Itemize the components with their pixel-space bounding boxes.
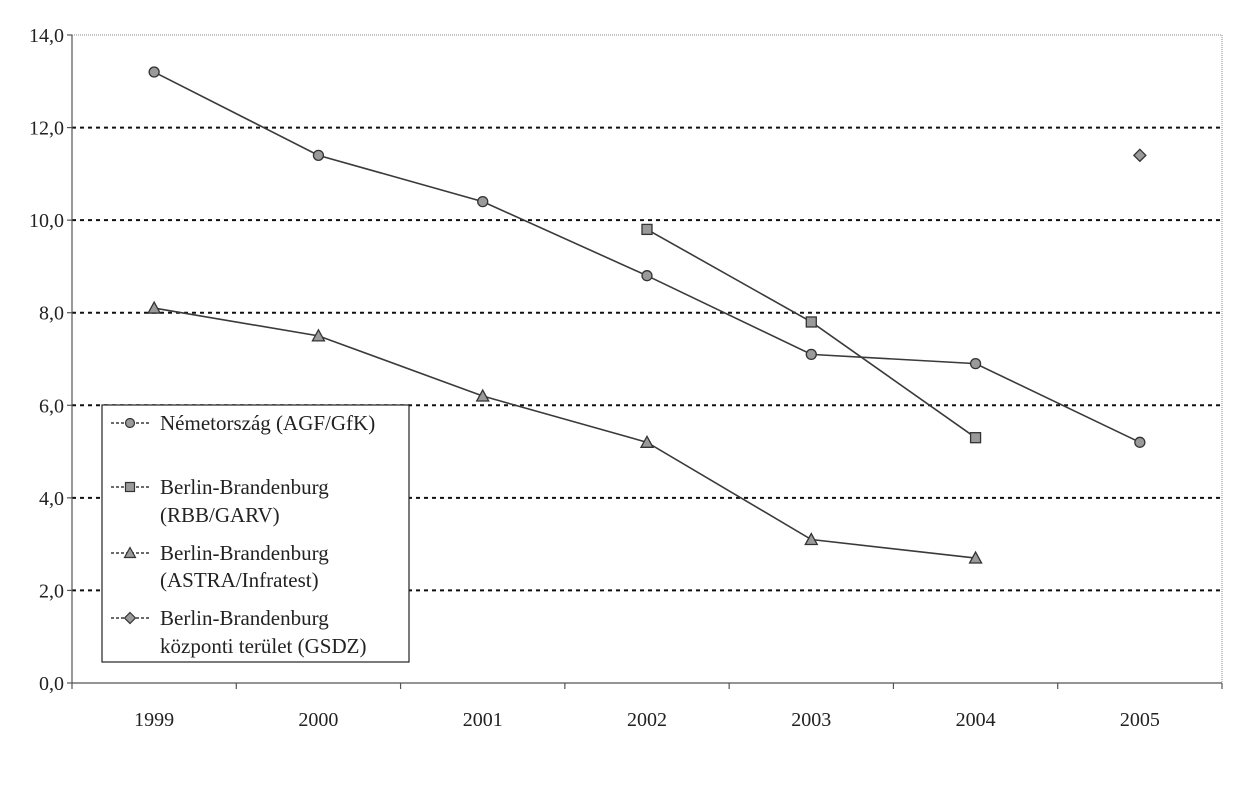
y-tick-label: 8,0	[39, 303, 64, 325]
series-2	[641, 223, 982, 444]
data-point-diamond	[1132, 148, 1147, 163]
x-tick-label: 2002	[627, 709, 667, 731]
legend-label-line2: (ASTRA/Infratest)	[160, 568, 319, 592]
x-tick-label: 2004	[956, 709, 996, 731]
data-point-triangle	[968, 550, 983, 564]
series-3	[147, 300, 983, 564]
data-point-circle	[641, 270, 653, 282]
legend: Németország (AGF/GfK) Berlin-Brandenburg…	[101, 404, 410, 663]
data-point-square	[969, 432, 982, 444]
series-layer	[147, 66, 1147, 564]
data-point-circle	[312, 149, 325, 161]
legend-label: Berlin-Brandenburg	[160, 606, 329, 630]
series-line	[154, 307, 976, 559]
legend-label-line2: (RBB/GARV)	[160, 503, 280, 527]
y-tick-label: 6,0	[39, 395, 64, 417]
data-point-circle	[477, 195, 489, 208]
x-tick-label: 2005	[1120, 709, 1160, 731]
data-point-triangle	[639, 434, 655, 448]
legend-label: Berlin-Brandenburg	[160, 475, 329, 499]
legend-box	[101, 404, 410, 663]
data-point-triangle	[475, 388, 490, 402]
data-point-square	[641, 223, 653, 236]
y-tick-label: 12,0	[29, 118, 64, 140]
legend-label: Berlin-Brandenburg	[160, 541, 329, 565]
legend-label-line2: központi terület (GSDZ)	[160, 634, 366, 658]
legend-entry-rbb-garv: Berlin-Brandenburg (RBB/GARV)	[111, 475, 329, 527]
legend-triangle-marker	[123, 546, 137, 559]
series-line	[646, 228, 977, 439]
y-tick-label: 4,0	[39, 488, 64, 510]
x-tick-label: 2003	[791, 709, 831, 731]
legend-square-marker	[124, 481, 136, 493]
data-point-circle	[969, 357, 982, 370]
y-tick-label: 0,0	[39, 673, 64, 695]
x-tick-label: 2000	[298, 709, 338, 731]
data-point-triangle	[147, 300, 162, 314]
data-point-triangle	[311, 328, 326, 342]
series-1	[148, 66, 1146, 448]
legend-circle-marker	[124, 417, 136, 429]
y-tick-label: 10,0	[29, 210, 64, 232]
legend-label: Németország (AGF/GfK)	[160, 411, 375, 435]
legend-diamond-marker	[123, 611, 137, 625]
x-tick-label: 1999	[134, 709, 174, 731]
data-point-circle	[148, 66, 160, 78]
data-point-square	[805, 316, 817, 328]
legend-entry-astra-infratest: Berlin-Brandenburg (ASTRA/Infratest)	[111, 541, 329, 592]
legend-entry-nemetorszag: Németország (AGF/GfK)	[111, 411, 375, 435]
y-tick-label: 14,0	[29, 25, 64, 47]
legend-entry-gsdz: Berlin-Brandenburg központi terület (GSD…	[111, 606, 366, 658]
data-point-triangle	[804, 532, 819, 546]
series-4	[1132, 148, 1147, 163]
x-tick-label: 2001	[463, 709, 503, 731]
axes: 0,0 2,0 4,0 6,0 8,0 10,0 12,0 14,0 1999 2000 2001 2…	[29, 25, 1223, 731]
data-point-circle	[805, 348, 817, 361]
y-tick-label: 2,0	[39, 580, 64, 602]
data-point-circle	[1134, 436, 1146, 448]
